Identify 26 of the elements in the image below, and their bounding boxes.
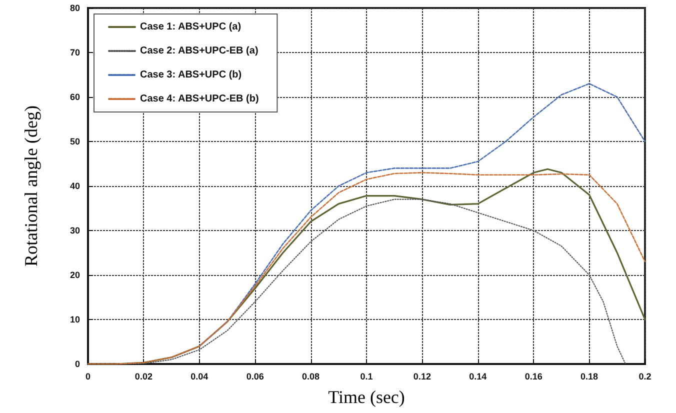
x-tick-label: 0.16	[524, 372, 542, 382]
x-tick-label: 0.1	[360, 372, 373, 382]
x-axis-title: Time (sec)	[328, 387, 405, 407]
x-tick-label: 0.12	[413, 372, 431, 382]
y-tick-label: 70	[70, 48, 80, 58]
x-tick-label: 0.06	[246, 372, 264, 382]
legend-label: Case 3: ABS+UPC (b)	[140, 70, 242, 80]
x-tick-label: 0	[85, 372, 91, 382]
y-axis-title: Rotational angle (deg)	[21, 106, 41, 266]
x-tick-label: 0.02	[134, 372, 152, 382]
y-tick-label: 10	[70, 314, 80, 324]
legend-label: Case 4: ABS+UPC-EB (b)	[140, 94, 259, 104]
x-tick-label: 0.18	[580, 372, 598, 382]
y-tick-label: 0	[74, 359, 80, 369]
y-tick-label: 20	[70, 270, 80, 280]
x-tick-label: 0.04	[190, 372, 208, 382]
y-tick-label: 40	[70, 181, 80, 191]
x-tick-label: 0.08	[302, 372, 320, 382]
x-tick-label: 0.2	[638, 372, 652, 382]
y-tick-label: 50	[70, 136, 80, 146]
y-tick-label: 30	[70, 226, 80, 236]
legend-label: Case 2: ABS+UPC-EB (a)	[140, 46, 258, 56]
y-tick-label: 60	[70, 92, 80, 102]
legend-label: Case 1: ABS+UPC (a)	[140, 22, 242, 32]
x-tick-label: 0.14	[469, 372, 487, 382]
y-tick-label: 80	[70, 3, 80, 13]
